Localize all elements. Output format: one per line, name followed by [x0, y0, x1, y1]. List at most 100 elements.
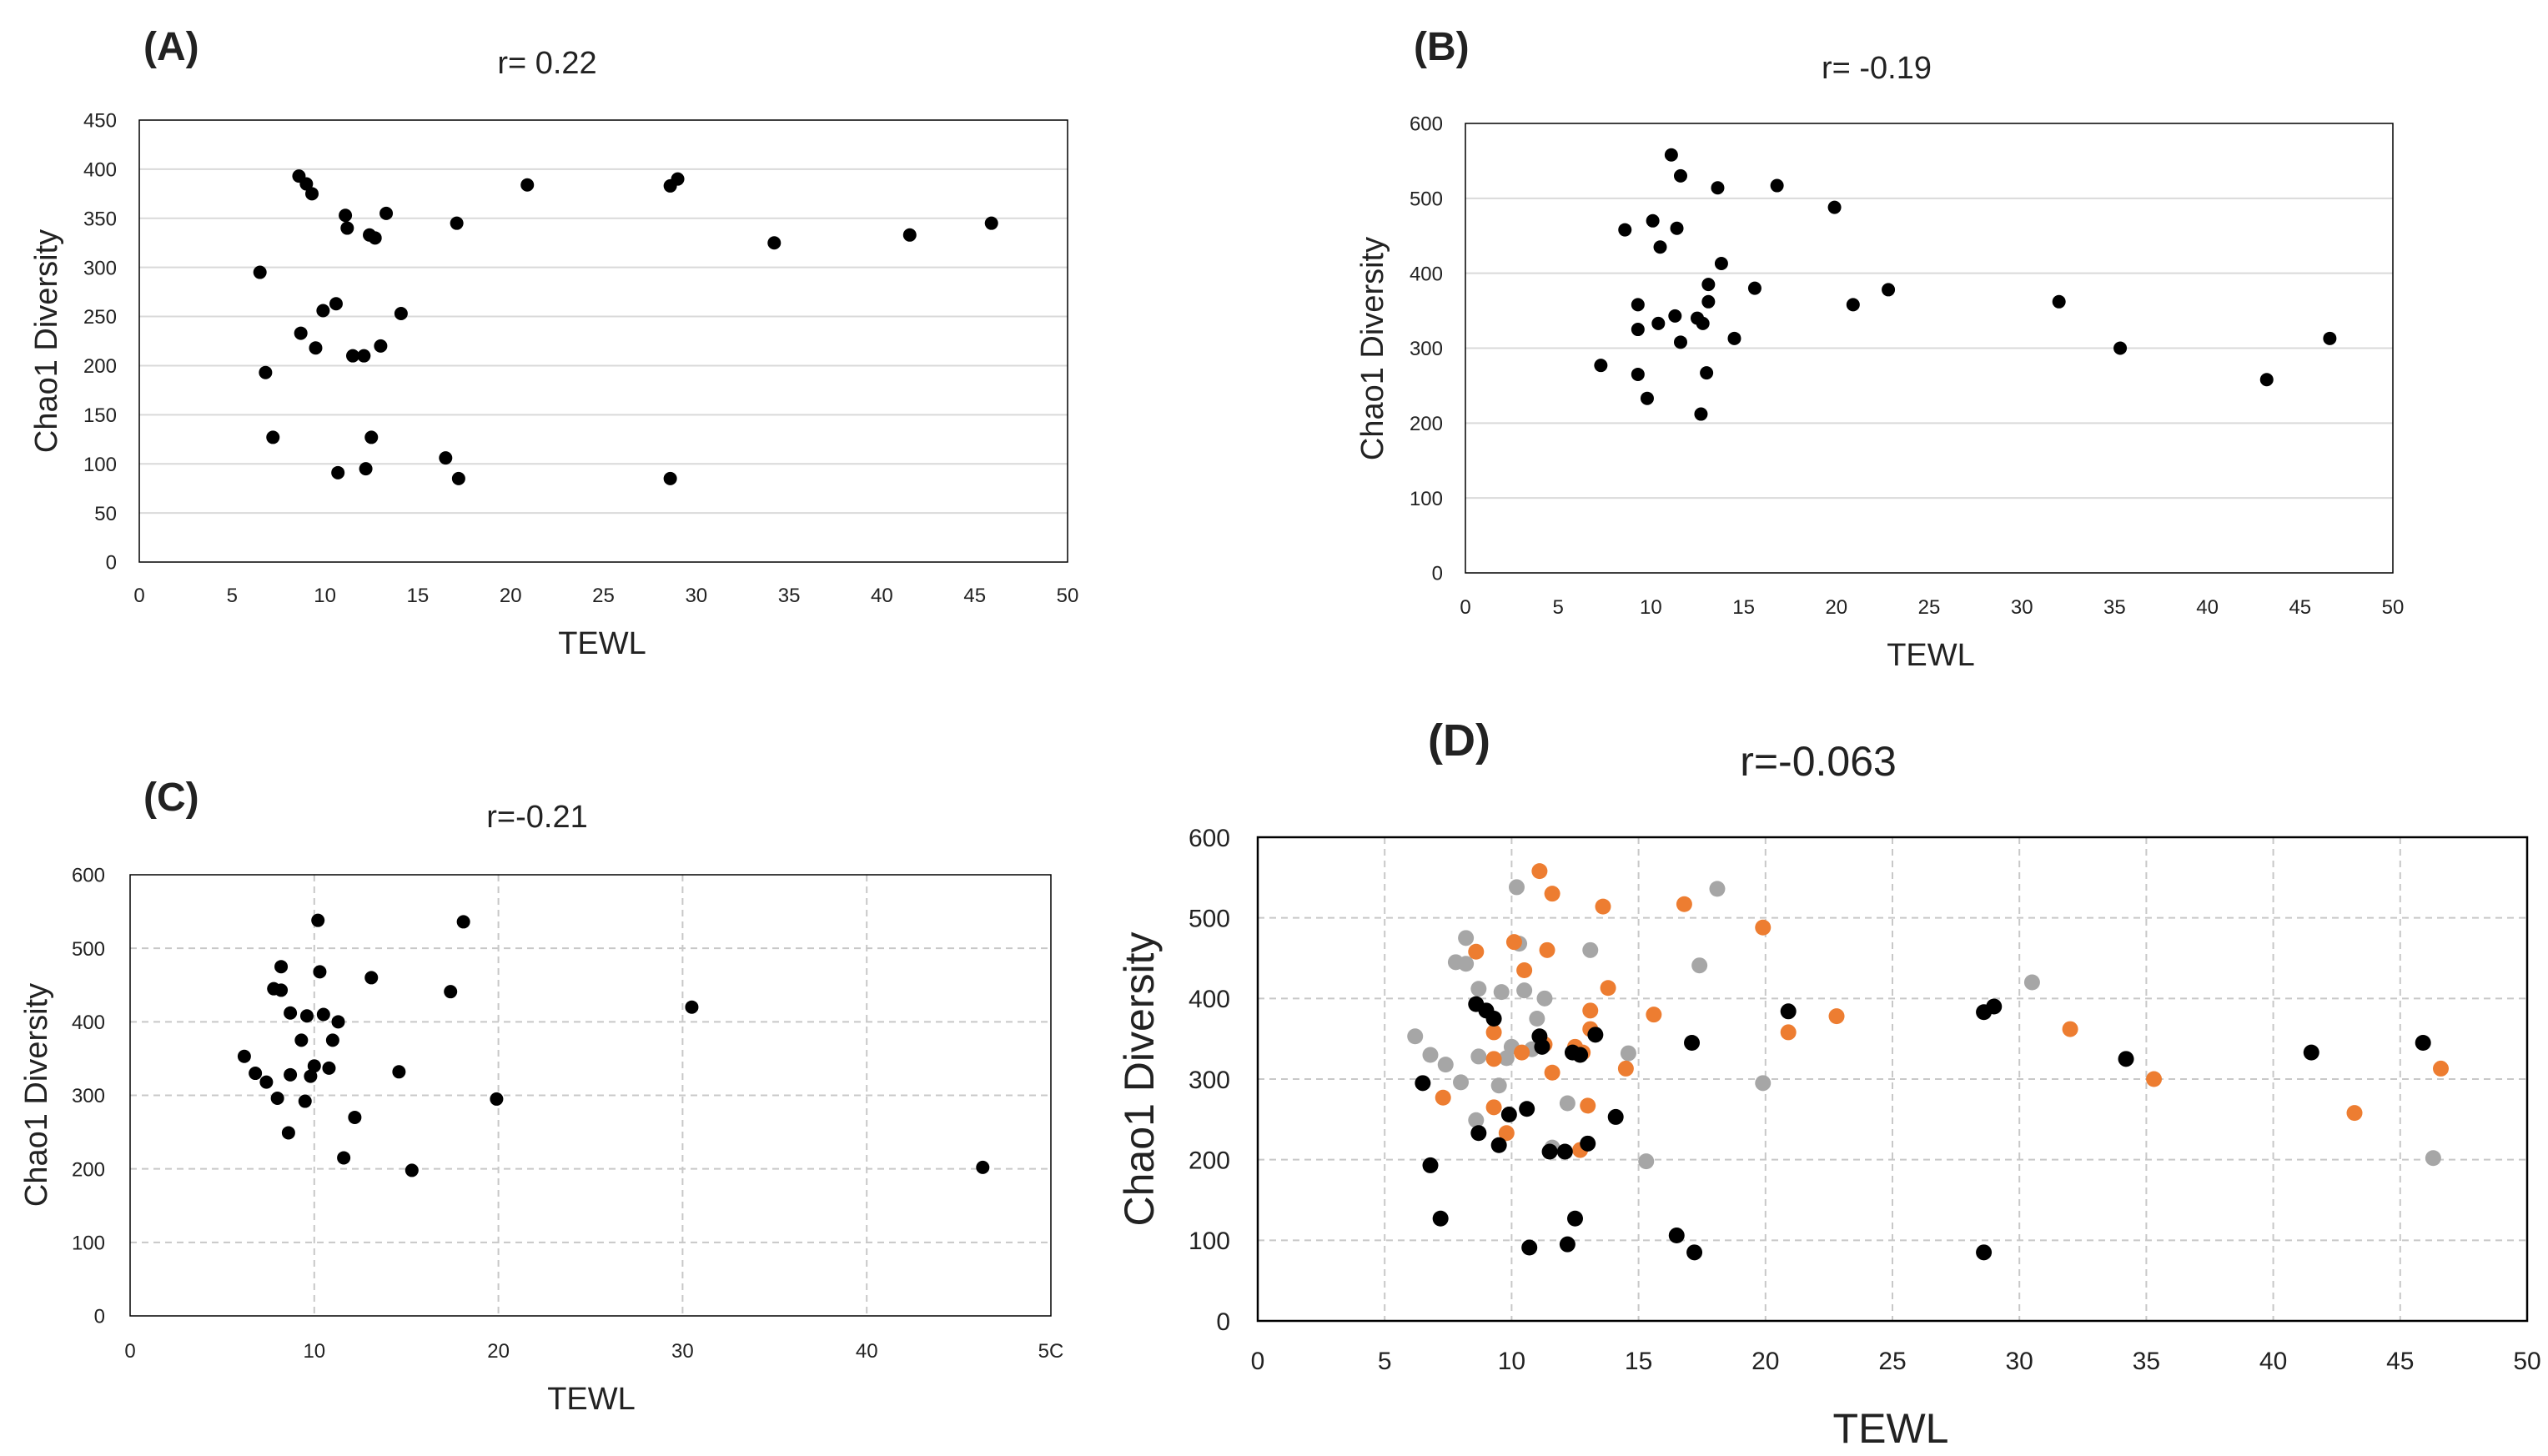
x-tick-label: 20 [1751, 1348, 1779, 1375]
series-black [1415, 996, 2431, 1261]
x-tick-label: 0 [124, 1340, 135, 1363]
data-point [451, 471, 465, 485]
data-point [294, 326, 308, 340]
x-tick-label: 10 [303, 1340, 325, 1363]
x-tick-label: 50 [1057, 585, 1079, 607]
data-point [313, 965, 327, 979]
data-point [405, 1163, 419, 1177]
data-point [281, 1126, 295, 1140]
y-tick-label: 0 [1216, 1308, 1230, 1336]
data-point [1493, 984, 1510, 1001]
y-tick-label: 200 [1189, 1147, 1230, 1174]
data-point [1505, 934, 1522, 951]
data-point [1594, 359, 1608, 373]
data-point [1673, 168, 1687, 183]
data-point [2346, 1105, 2363, 1122]
data-point [1595, 898, 1611, 915]
data-point [2146, 1071, 2163, 1087]
x-tick-label: 20 [487, 1340, 510, 1363]
data-point [1580, 1097, 1596, 1114]
data-point [1508, 879, 1525, 896]
data-point [394, 307, 408, 321]
chart-title: r= 0.22 [497, 46, 596, 81]
y-tick-label: 200 [72, 1158, 105, 1181]
chart-panel-b: 0 5 10 15 20 25 30 35 40 45 500100200300400500600(… [1355, 25, 2404, 673]
data-point [1664, 148, 1678, 162]
y-tick-label: 500 [1189, 905, 1230, 932]
data-point [368, 231, 382, 245]
data-point [1714, 256, 1728, 270]
data-point [671, 172, 685, 186]
data-point [1539, 941, 1555, 958]
data-point [284, 1006, 298, 1020]
data-point [685, 1000, 699, 1014]
data-point [1453, 1074, 1470, 1091]
data-point [456, 915, 470, 929]
data-point [1620, 1045, 1636, 1062]
data-point [1780, 1024, 1797, 1041]
y-tick-label: 200 [83, 355, 117, 378]
data-point [1827, 200, 1842, 214]
data-point [2259, 373, 2274, 387]
data-point [1534, 1038, 1550, 1055]
data-point [1458, 930, 1475, 946]
x-tick-label: 35 [2133, 1348, 2160, 1375]
data-point [520, 178, 535, 192]
data-point [1516, 962, 1533, 978]
panel-label: (B) [1414, 25, 1470, 69]
data-point [1747, 281, 1761, 295]
x-tick-label: 40 [871, 585, 893, 607]
series-samples [1594, 148, 2337, 421]
panel-label: (A) [143, 25, 199, 69]
x-tick-label: 15 [407, 585, 430, 607]
x-tick-label: 30 [2011, 596, 2033, 619]
data-point [1422, 1157, 1439, 1173]
data-point [294, 1033, 309, 1047]
data-point [663, 471, 677, 485]
data-point [1694, 407, 1708, 421]
x-tick-label: 10 [314, 585, 336, 607]
data-point [1490, 1137, 1507, 1153]
data-point [249, 1067, 263, 1081]
x-tick-label: 15 [1625, 1348, 1652, 1375]
y-tick-label: 400 [1189, 986, 1230, 1013]
y-tick-label: 600 [1410, 113, 1443, 136]
data-point [444, 985, 458, 999]
data-point [1498, 1125, 1515, 1142]
data-point [2433, 1060, 2450, 1077]
x-tick-label: 25 [592, 585, 615, 607]
x-tick-label: 35 [778, 585, 801, 607]
data-point [1618, 223, 1632, 237]
data-point [1485, 1051, 1502, 1067]
y-tick-label: 250 [83, 306, 117, 329]
data-point [2323, 331, 2337, 345]
data-point [1559, 1236, 1576, 1253]
x-tick-label: 50 [2513, 1348, 2540, 1375]
data-point [266, 430, 280, 444]
x-tick-label: 25 [1918, 596, 1941, 619]
data-point [1415, 1075, 1431, 1092]
data-point [1470, 1125, 1487, 1142]
y-tick-label: 300 [83, 257, 117, 279]
x-tick-label: 45 [2289, 596, 2311, 619]
data-point [1711, 181, 1725, 195]
data-point [2052, 294, 2066, 309]
data-point [322, 1061, 336, 1075]
data-point [1976, 1244, 1993, 1261]
x-tick-label: 30 [2006, 1348, 2033, 1375]
data-point [1468, 943, 1485, 960]
data-point [984, 216, 998, 230]
data-point [259, 365, 273, 379]
data-point [1544, 1064, 1560, 1081]
data-point [1559, 1095, 1576, 1112]
data-point [1701, 294, 1716, 309]
x-tick-label: 30 [671, 1340, 694, 1363]
data-point [331, 1015, 345, 1029]
data-point [2023, 974, 2040, 991]
data-point [1407, 1028, 1424, 1045]
panel-label: (D) [1428, 715, 1490, 766]
data-point [325, 1033, 339, 1047]
x-tick-label: 40 [2259, 1348, 2287, 1375]
y-tick-label: 150 [83, 404, 117, 427]
y-axis-label: Chao1 Diversity [29, 229, 64, 453]
